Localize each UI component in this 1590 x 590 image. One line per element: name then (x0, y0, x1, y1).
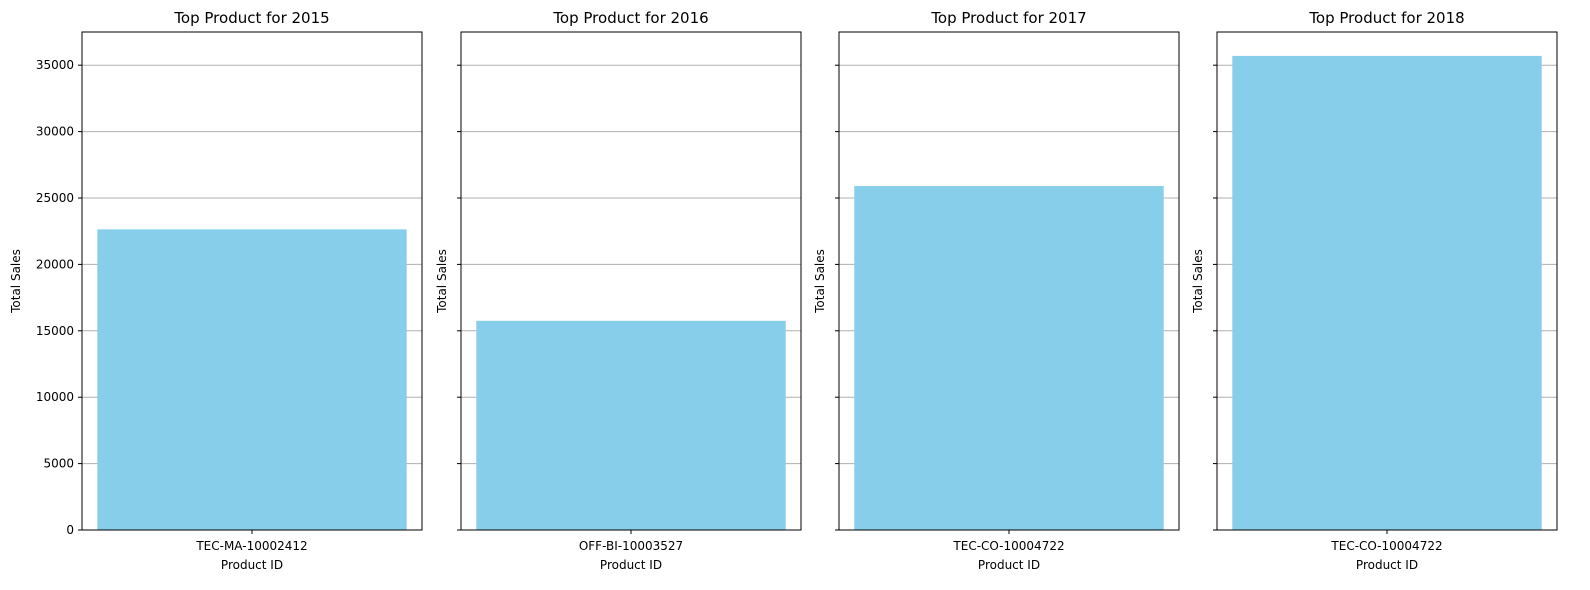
y-tick-label: 20000 (36, 257, 74, 271)
y-tick-label: 35000 (36, 58, 74, 72)
y-axis-label: Total Sales (1191, 249, 1205, 314)
x-tick-label: TEC-CO-10004722 (1330, 539, 1442, 553)
bar (97, 229, 407, 530)
y-tick-label: 0 (66, 523, 74, 537)
y-tick-label: 5000 (43, 457, 74, 471)
chart-panel-4: TEC-CO-10004722 Top Product for 2018 Produ… (1191, 9, 1558, 572)
x-tick-label: TEC-CO-10004722 (952, 539, 1064, 553)
plot-frame (838, 31, 1180, 531)
y-tick-label: 25000 (36, 191, 74, 205)
x-tick-label: OFF-BI-10003527 (579, 539, 683, 553)
y-tick-label: 15000 (36, 324, 74, 338)
y-tick-label: 10000 (36, 390, 74, 404)
x-axis-label: Product ID (600, 558, 662, 572)
x-axis-label: Product ID (221, 558, 283, 572)
plot-frame (81, 31, 423, 531)
y-tick-label: 30000 (36, 125, 74, 139)
plot-frame (460, 31, 802, 531)
chart-title: Top Product for 2018 (1308, 9, 1464, 27)
chart-panel-2: OFF-BI-10003527 Top Product for 2016 Produ… (435, 9, 802, 572)
plot-frame (1216, 31, 1558, 531)
chart-panel-3: TEC-CO-10004722 Top Product for 2017 Produ… (813, 9, 1180, 572)
x-tick-label: TEC-MA-10002412 (195, 539, 307, 553)
chart-title: Top Product for 2016 (552, 9, 708, 27)
y-axis-label: Total Sales (435, 249, 449, 314)
x-axis-label: Product ID (978, 558, 1040, 572)
x-axis-label: Product ID (1356, 558, 1418, 572)
bar (854, 186, 1164, 530)
chart-title: Top Product for 2015 (173, 9, 329, 27)
chart-title: Top Product for 2017 (930, 9, 1086, 27)
bar (476, 320, 786, 530)
bar (1232, 55, 1542, 531)
y-axis-label: Total Sales (813, 249, 827, 314)
y-axis-label: Total Sales (9, 249, 23, 314)
chart-panel-1: 0 5000 10000 15000 20000 25000 30000 35000 TEC-M… (9, 9, 423, 572)
